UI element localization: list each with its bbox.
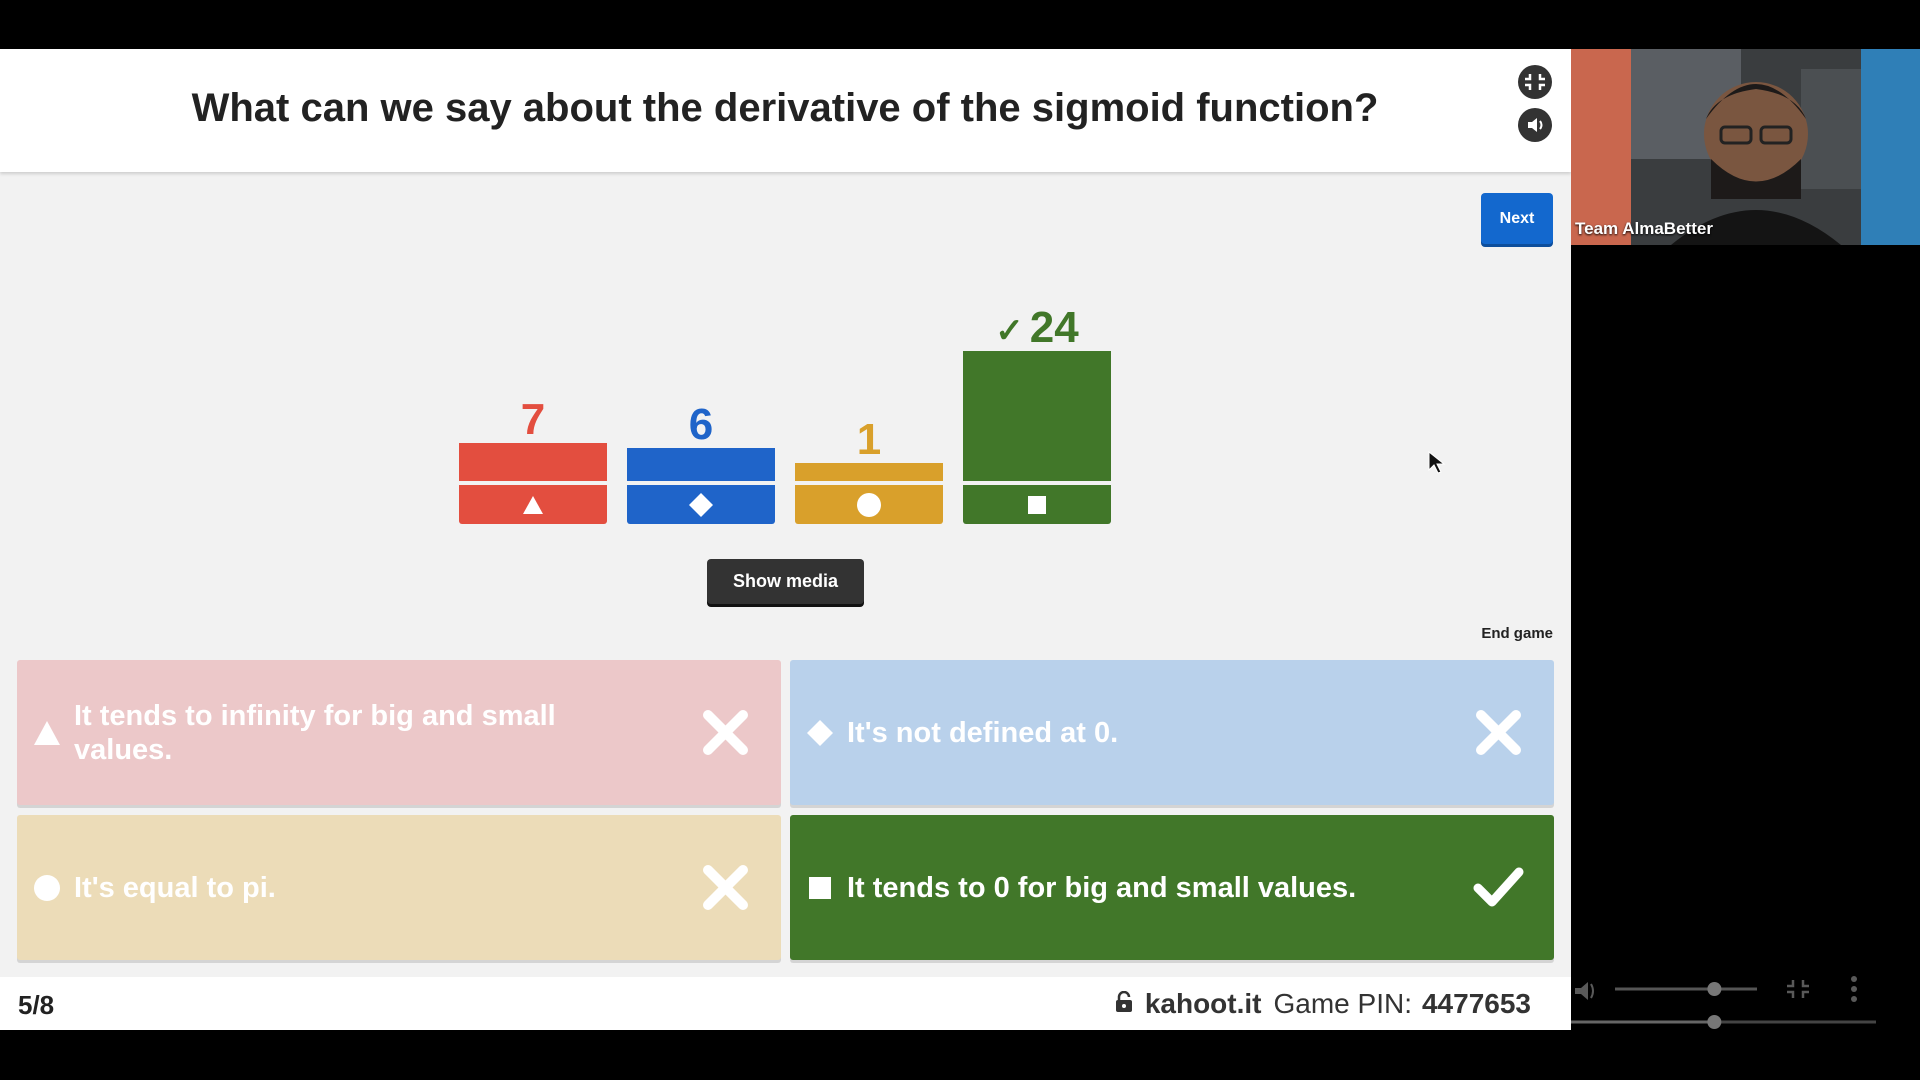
footer-bar: 5/8 kahoot.it Game PIN: 4477653 bbox=[0, 977, 1571, 1030]
answer-option-2: It's not defined at 0. bbox=[790, 660, 1554, 805]
question-header: What can we say about the derivative of … bbox=[0, 49, 1571, 172]
fullscreen-icon[interactable] bbox=[1518, 65, 1552, 99]
participant-name: Team AlmaBetter bbox=[1575, 219, 1713, 238]
progress-handle[interactable] bbox=[1707, 1015, 1722, 1029]
answer-text: It tends to infinity for big and small v… bbox=[74, 699, 556, 766]
webcam-feed: Team AlmaBetter bbox=[1571, 49, 1920, 245]
result-bar-fill bbox=[459, 443, 607, 481]
triangle-icon bbox=[32, 718, 62, 748]
kahoot-host-screen: What can we say about the derivative of … bbox=[0, 49, 1571, 1030]
answer-text: It's equal to pi. bbox=[74, 871, 276, 904]
more-options-icon[interactable] bbox=[1851, 976, 1857, 1002]
result-bar-diamond: 6 bbox=[627, 49, 775, 529]
cross-icon bbox=[698, 705, 753, 760]
result-bar-fill bbox=[963, 351, 1111, 481]
volume-slider-handle[interactable] bbox=[1707, 982, 1722, 996]
answer-text: It's not defined at 0. bbox=[847, 716, 1119, 749]
answer-text: It tends to 0 for big and small values. bbox=[847, 871, 1357, 904]
result-count-value: 6 bbox=[688, 400, 714, 449]
cross-icon bbox=[698, 860, 753, 915]
result-count: 1 bbox=[795, 415, 943, 465]
next-button[interactable]: Next bbox=[1481, 193, 1553, 244]
square-icon bbox=[963, 485, 1111, 524]
diamond-icon bbox=[627, 485, 775, 524]
end-game-link[interactable]: End game bbox=[1481, 625, 1553, 642]
exit-fullscreen-icon[interactable] bbox=[1787, 980, 1809, 998]
mouse-cursor-icon bbox=[1428, 450, 1446, 480]
results-chart: 7 6 1 ✓ 24 bbox=[0, 49, 1571, 549]
result-count: 7 bbox=[459, 395, 607, 445]
volume-icon[interactable] bbox=[1575, 982, 1594, 1000]
result-count: 6 bbox=[627, 400, 775, 450]
result-count-value: 1 bbox=[856, 415, 882, 464]
answer-option-3: It's equal to pi. bbox=[17, 815, 781, 960]
diamond-icon bbox=[805, 718, 835, 748]
cross-icon bbox=[1471, 705, 1526, 760]
result-bar-triangle: 7 bbox=[459, 49, 607, 529]
result-bar-square: ✓ 24 bbox=[963, 49, 1111, 529]
result-bar-fill bbox=[795, 463, 943, 481]
pin-value: 4477653 bbox=[1421, 988, 1531, 1019]
result-count-value: 24 bbox=[1029, 303, 1079, 352]
circle-icon bbox=[795, 485, 943, 524]
webcam-image bbox=[1571, 49, 1920, 245]
result-bar-circle: 1 bbox=[795, 49, 943, 529]
check-icon bbox=[1471, 860, 1526, 915]
result-count: ✓ 24 bbox=[963, 303, 1111, 353]
lock-icon bbox=[1115, 988, 1133, 1020]
circle-icon bbox=[32, 873, 62, 903]
check-icon: ✓ bbox=[995, 312, 1024, 350]
result-count-value: 7 bbox=[520, 395, 546, 444]
question-title: What can we say about the derivative of … bbox=[191, 86, 1379, 130]
game-pin-area: kahoot.it Game PIN: 4477653 bbox=[1115, 988, 1531, 1020]
question-counter: 5/8 bbox=[18, 990, 55, 1020]
answer-option-1: It tends to infinity for big and small v… bbox=[17, 660, 781, 805]
pin-label: Game PIN: bbox=[1273, 988, 1412, 1019]
sound-icon[interactable] bbox=[1518, 108, 1552, 142]
site-name: kahoot.it bbox=[1144, 988, 1262, 1019]
square-icon bbox=[805, 873, 835, 903]
show-media-button[interactable]: Show media bbox=[707, 559, 864, 604]
result-bar-fill bbox=[627, 448, 775, 481]
triangle-icon bbox=[459, 485, 607, 524]
player-controls bbox=[1571, 966, 1920, 1036]
answer-option-4: It tends to 0 for big and small values. bbox=[790, 815, 1554, 960]
